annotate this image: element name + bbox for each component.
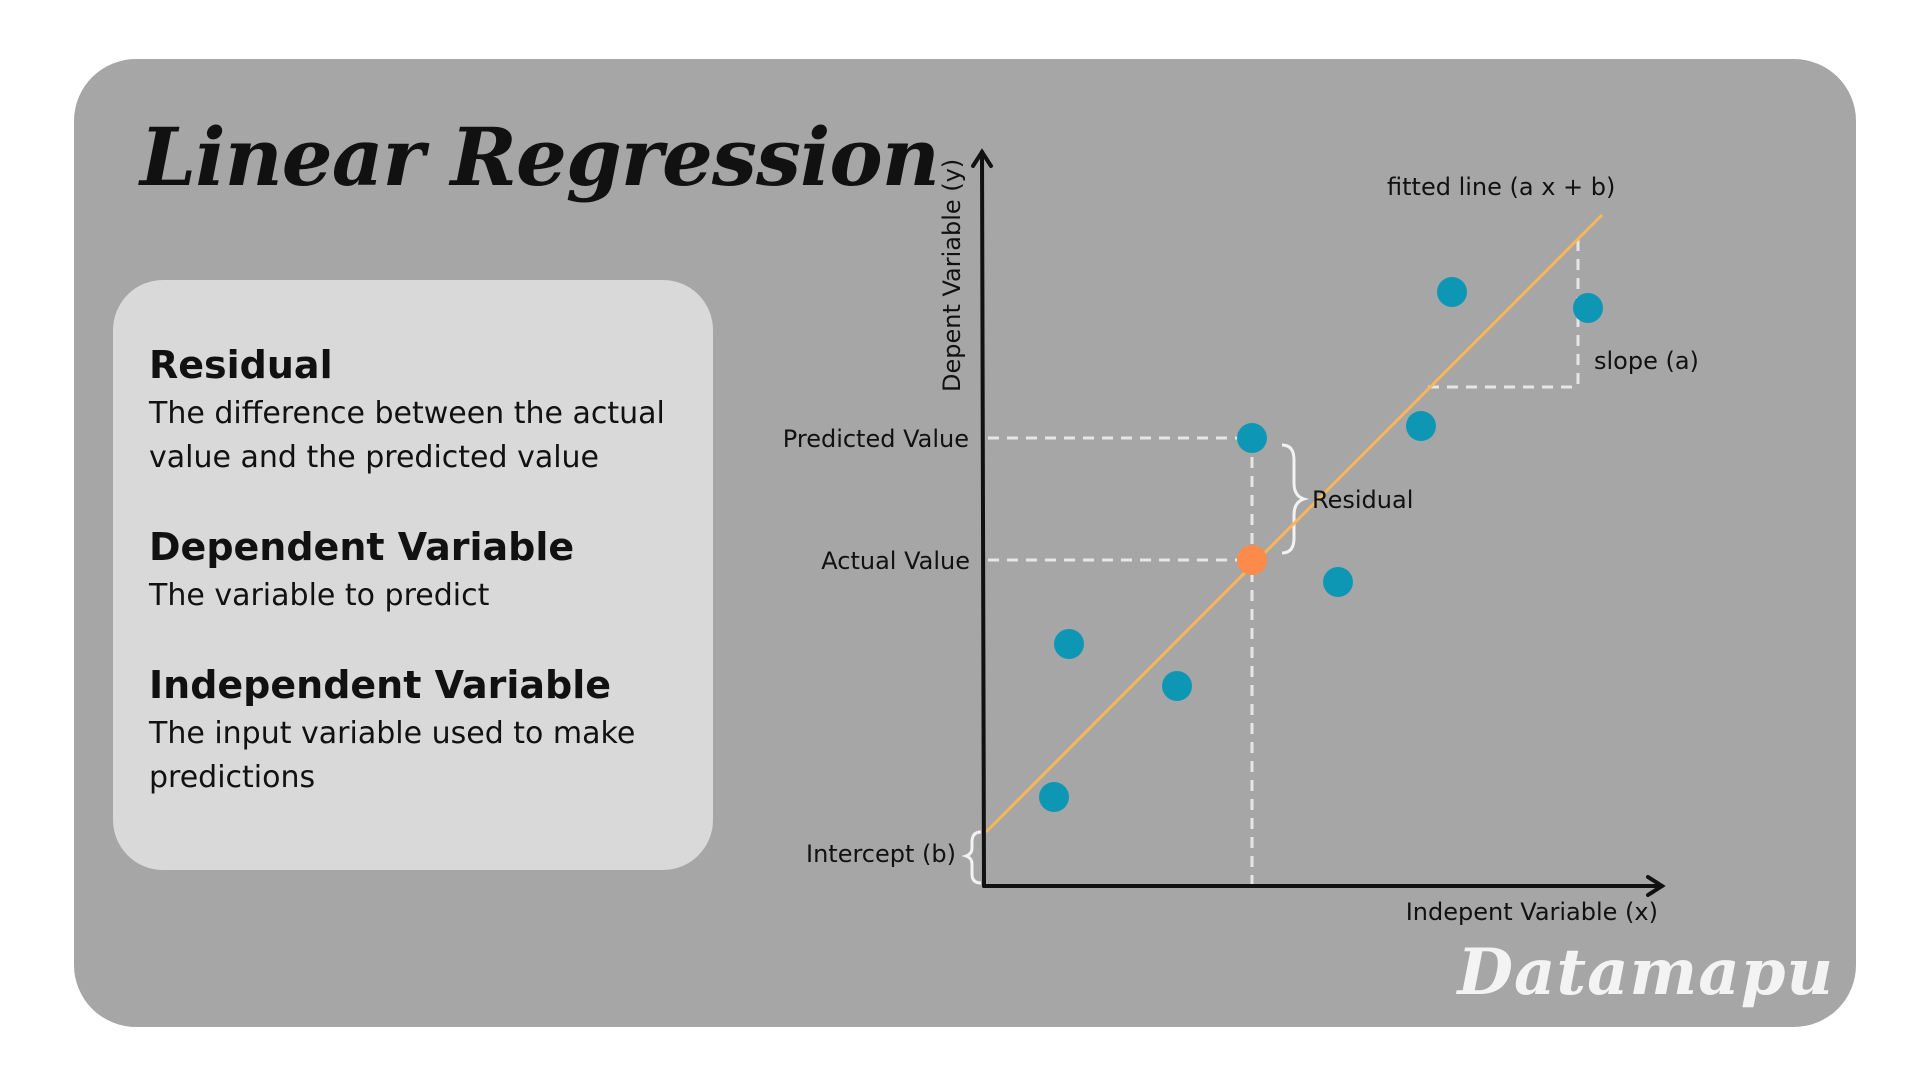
x-axis-arrow — [1646, 875, 1666, 897]
data-point — [1323, 567, 1353, 597]
glossary-definition: The variable to predict — [149, 578, 490, 613]
glossary-term: Residual — [149, 343, 333, 387]
actual-value-point — [1237, 545, 1267, 575]
predicted-value-label: Predicted Value — [783, 425, 969, 453]
data-point — [1162, 671, 1192, 701]
fitted-line-label: fitted line (a x + b) — [1387, 173, 1615, 201]
x-axis-label: Indepent Variable (x) — [1406, 898, 1658, 926]
glossary-item-independent-variable: Independent Variable The input variable … — [149, 662, 683, 800]
predicted-data-point — [1237, 423, 1267, 453]
data-point — [1054, 629, 1084, 659]
residual-brace — [1281, 443, 1310, 555]
intercept-brace — [961, 830, 982, 885]
glossary-term: Independent Variable — [149, 663, 611, 707]
glossary-item-residual: Residual The difference between the actu… — [149, 342, 683, 480]
page-title: Linear Regression — [140, 110, 940, 204]
y-axis — [980, 150, 986, 888]
glossary-definition: The difference between the actual value … — [149, 396, 665, 475]
data-point — [1039, 782, 1069, 812]
data-point — [1437, 277, 1467, 307]
residual-label: Residual — [1312, 486, 1413, 514]
slope-label: slope (a) — [1594, 347, 1699, 375]
data-point — [1573, 293, 1603, 323]
data-point — [1406, 411, 1436, 441]
glossary-definition: The input variable used to make predicti… — [149, 716, 636, 795]
glossary-item-dependent-variable: Dependent Variable The variable to predi… — [149, 524, 683, 618]
glossary-term: Dependent Variable — [149, 525, 575, 569]
watermark-logo: Datamapu — [1457, 935, 1834, 1010]
intercept-label: Intercept (b) — [806, 840, 956, 868]
glossary-panel: Residual The difference between the actu… — [113, 280, 713, 870]
fitted-line — [984, 213, 1604, 834]
y-axis-arrow — [971, 148, 993, 168]
actual-value-label: Actual Value — [821, 547, 970, 575]
y-axis-label: Depent Variable (y) — [938, 159, 966, 392]
